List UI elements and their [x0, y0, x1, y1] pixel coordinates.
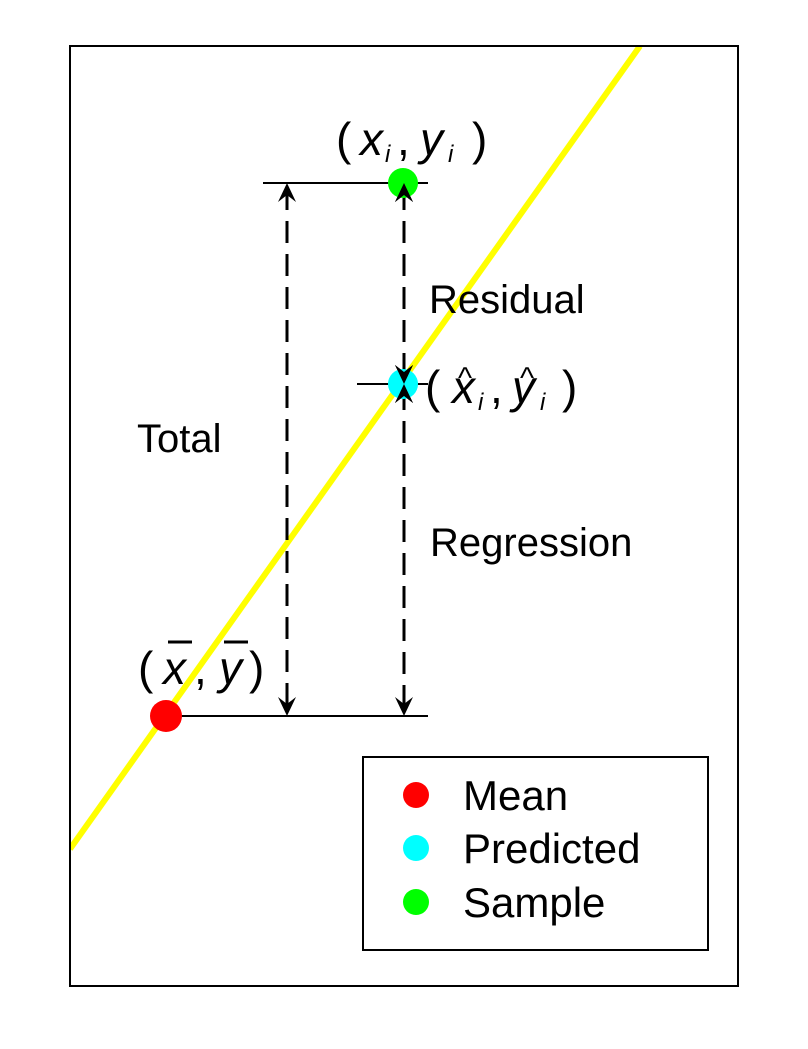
total-arrow-head-bottom [278, 697, 296, 716]
svg-text:i: i [478, 389, 484, 416]
mean-point-label: ( x , y ) [138, 640, 264, 694]
svg-text:^: ^ [520, 362, 534, 395]
regression-arrow-head-bottom [395, 697, 413, 716]
legend-mean-label: Mean [463, 772, 568, 819]
legend-sample-marker [403, 889, 429, 915]
total-label: Total [137, 417, 222, 461]
svg-text:,: , [397, 113, 410, 165]
legend: Mean Predicted Sample [362, 756, 709, 951]
predicted-point [388, 369, 418, 399]
svg-text:^: ^ [458, 362, 472, 395]
svg-text:): ) [249, 642, 264, 694]
svg-text:x: x [161, 642, 188, 694]
svg-text:x: x [358, 113, 385, 165]
svg-text:y: y [216, 642, 245, 694]
svg-text:(: ( [138, 642, 154, 694]
svg-text:,: , [194, 642, 207, 694]
plot-frame [69, 45, 739, 987]
svg-text:y: y [509, 361, 538, 413]
residual-label: Residual [429, 278, 585, 322]
legend-predicted-marker [403, 835, 429, 861]
svg-text:x: x [450, 361, 477, 413]
sample-point-label: ( x i , y i ) [336, 113, 487, 168]
legend-sample-label: Sample [463, 879, 605, 926]
sample-point [388, 168, 418, 198]
svg-text:i: i [448, 141, 454, 168]
legend-predicted-label: Predicted [463, 825, 640, 872]
svg-text:(: ( [336, 113, 352, 165]
svg-text:): ) [562, 361, 577, 413]
svg-text:,: , [490, 361, 503, 413]
svg-text:y: y [417, 113, 446, 165]
regression-label: Regression [430, 521, 632, 565]
svg-text:i: i [540, 389, 546, 416]
total-arrow-head-top [278, 183, 296, 202]
svg-text:): ) [472, 113, 487, 165]
svg-text:i: i [385, 141, 391, 168]
predicted-point-label: ( x ^ i , y ^ i ) [425, 361, 577, 416]
mean-point [150, 700, 182, 732]
svg-text:(: ( [425, 361, 441, 413]
legend-mean-marker [403, 782, 429, 808]
